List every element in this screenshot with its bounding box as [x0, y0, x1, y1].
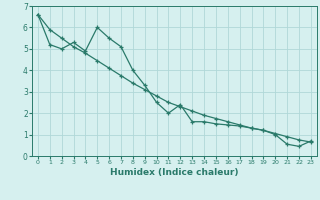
X-axis label: Humidex (Indice chaleur): Humidex (Indice chaleur) [110, 168, 239, 177]
